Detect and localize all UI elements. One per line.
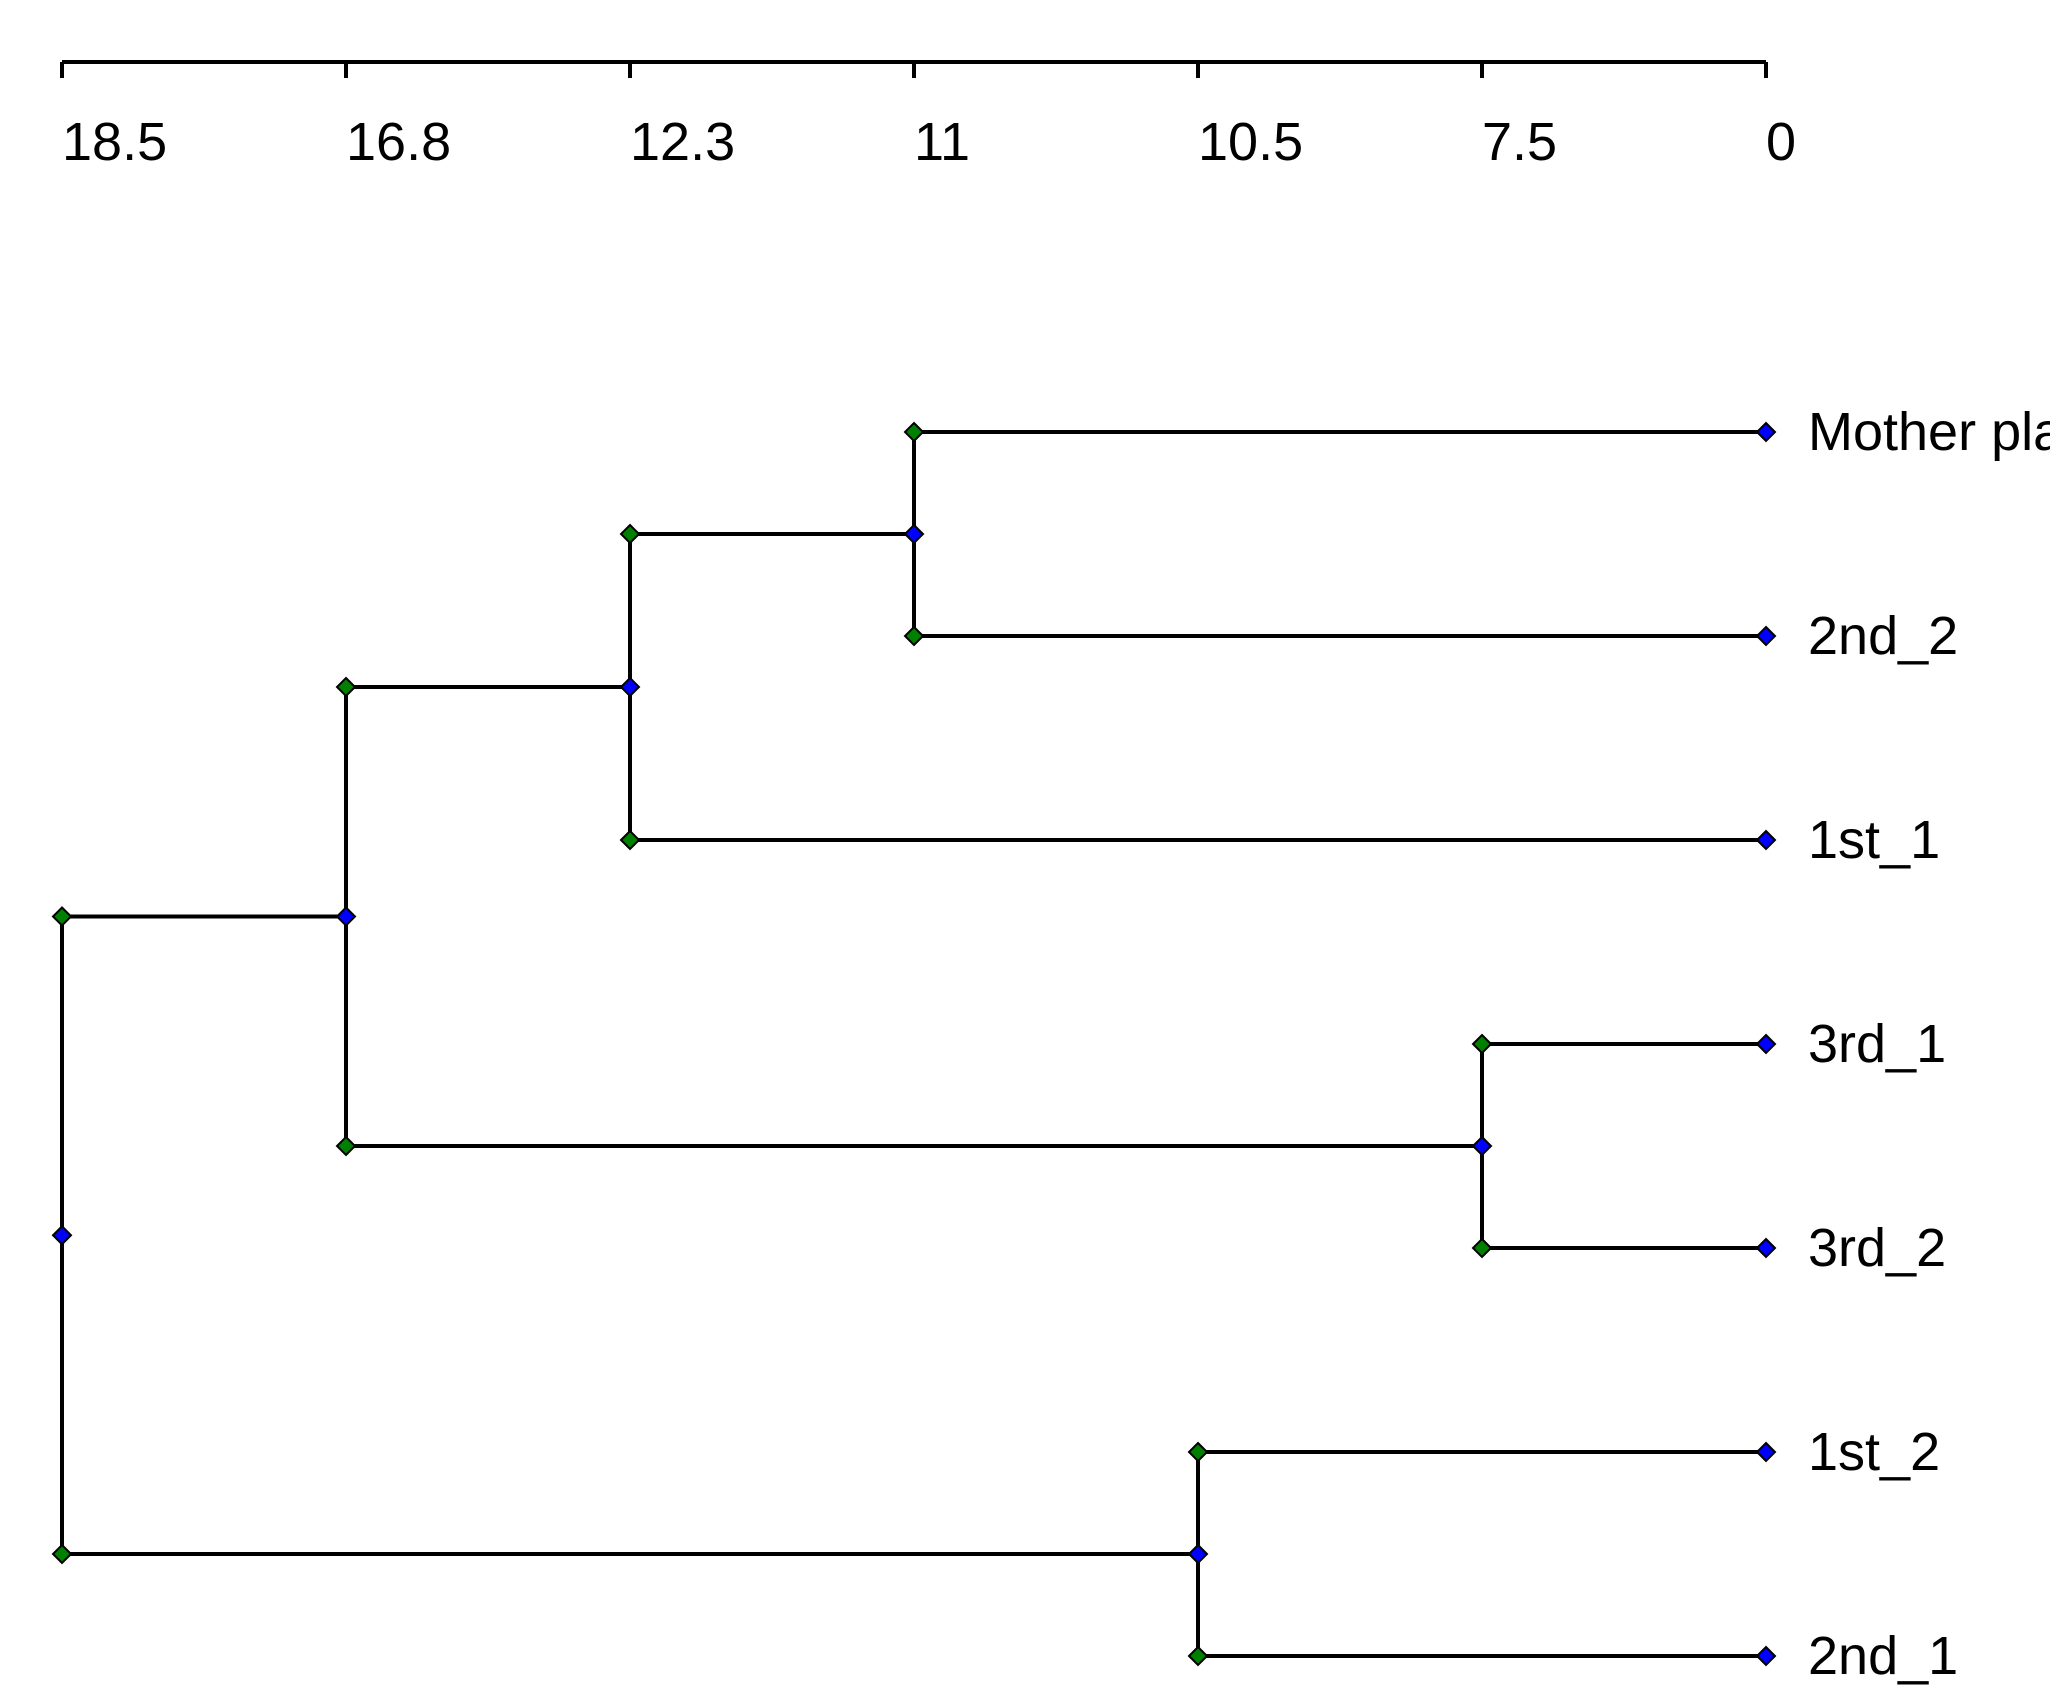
child-junction-marker <box>1187 1441 1209 1463</box>
axis-tick-label: 16.8 <box>346 112 451 172</box>
leaf-label: 1st_2 <box>1808 1422 1940 1482</box>
child-junction-marker <box>335 1135 357 1157</box>
merge-node-marker <box>51 1224 73 1246</box>
axis-tick-label: 0 <box>1766 112 1796 172</box>
leaf-label: 2nd_1 <box>1808 1626 1958 1686</box>
child-junction-marker <box>335 676 357 698</box>
leaf-marker <box>1755 625 1777 647</box>
leaf-marker <box>1755 1441 1777 1463</box>
axis-tick-label: 10.5 <box>1198 112 1303 172</box>
child-junction-marker <box>51 906 73 927</box>
leaf-marker <box>1755 829 1777 851</box>
merge-node-marker <box>903 523 925 545</box>
child-junction-marker <box>619 829 641 851</box>
leaf-label: 3rd_2 <box>1808 1218 1946 1278</box>
leaf-marker <box>1755 1237 1777 1259</box>
child-junction-marker <box>903 625 925 647</box>
merge-node-marker <box>1471 1135 1493 1157</box>
leaf-marker <box>1755 421 1777 443</box>
axis-tick-label: 12.3 <box>630 112 735 172</box>
leaf-label: 3rd_1 <box>1808 1014 1946 1074</box>
leaf-label: Mother plant <box>1808 402 2050 462</box>
child-junction-marker <box>903 421 925 443</box>
child-junction-marker <box>1471 1033 1493 1055</box>
branches <box>60 430 1766 1658</box>
child-junction-marker <box>51 1543 73 1565</box>
leaf-labels: Mother plant 2nd_2 1st_1 3rd_1 3rd_2 1st_2 2nd… <box>1808 402 2050 1686</box>
axis-tick-label: 18.5 <box>62 112 167 172</box>
leaf-label: 2nd_2 <box>1808 606 1958 666</box>
axis-tick-label: 7.5 <box>1482 112 1557 172</box>
merge-node-marker <box>619 676 641 698</box>
child-junction-marker <box>1187 1645 1209 1667</box>
node-markers <box>51 421 1777 1667</box>
distance-axis: 18.5 16.8 12.3 11 10.5 7.5 0 <box>60 60 1796 172</box>
leaf-marker <box>1755 1645 1777 1667</box>
merge-node-marker <box>1187 1543 1209 1565</box>
child-junction-marker <box>1471 1237 1493 1259</box>
leaf-label: 1st_1 <box>1808 810 1940 870</box>
merge-node-marker <box>335 906 357 927</box>
child-junction-marker <box>619 523 641 545</box>
axis-tick-label: 11 <box>914 112 970 172</box>
leaf-marker <box>1755 1033 1777 1055</box>
